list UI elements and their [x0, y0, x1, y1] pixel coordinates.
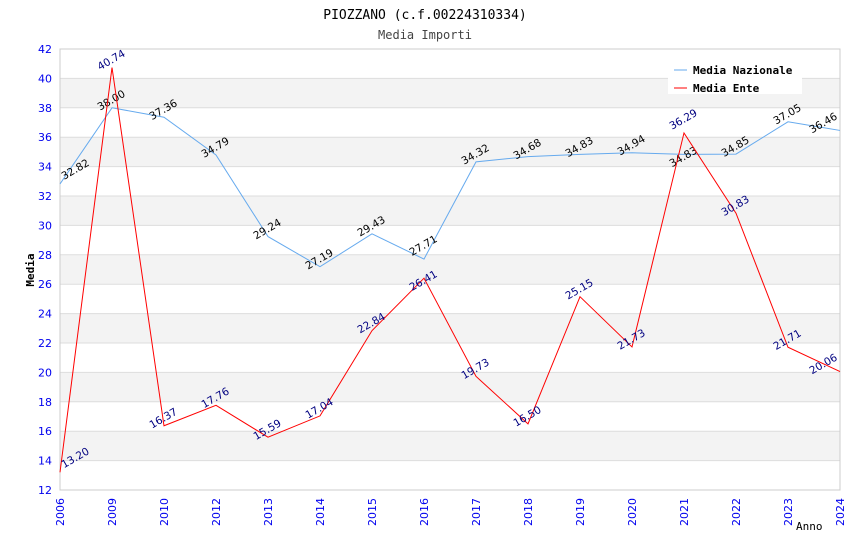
y-tick-label: 30: [38, 219, 52, 232]
x-tick-label: 2016: [418, 498, 431, 526]
x-tick-label: 2012: [210, 498, 223, 526]
y-tick-label: 22: [38, 337, 52, 350]
data-label: 16.37: [148, 406, 180, 431]
x-tick-label: 2010: [158, 498, 171, 526]
x-tick-label: 2009: [106, 498, 119, 526]
series-line: [59, 67, 841, 473]
y-tick-label: 18: [38, 396, 52, 409]
y-tick-label: 20: [38, 366, 52, 379]
y-tick-label: 12: [38, 484, 52, 497]
x-tick-label: 2017: [470, 498, 483, 526]
y-tick-label: 24: [38, 308, 52, 321]
legend-label: Media Ente: [693, 82, 760, 95]
x-axis-label: Anno: [796, 520, 823, 533]
x-tick-label: 2024: [834, 498, 847, 526]
data-label: 36.46: [808, 110, 840, 136]
grid-band: [60, 254, 840, 285]
x-tick-label: 2018: [522, 498, 535, 526]
legend: Media Nazionale Media Ente: [668, 56, 802, 95]
x-tick-label: 2021: [678, 498, 691, 526]
legend-label: Media Nazionale: [693, 64, 793, 77]
y-tick-label: 40: [38, 72, 52, 85]
y-tick-label: 42: [38, 43, 52, 56]
data-label: 36.29: [668, 107, 700, 132]
x-tick-label: 2022: [730, 498, 743, 526]
y-tick-label: 28: [38, 249, 52, 262]
y-tick-label: 14: [38, 455, 52, 468]
x-tick-label: 2015: [366, 498, 379, 526]
series-line: [59, 107, 841, 268]
x-tick-label: 2020: [626, 498, 639, 526]
chart-subtitle: Media Importi: [378, 28, 472, 42]
grid-band: [60, 137, 840, 167]
y-tick-label: 38: [38, 102, 52, 115]
chart-title: PIOZZANO (c.f.00224310334): [323, 8, 527, 23]
x-tick-label: 2014: [314, 498, 327, 526]
plot-area: [59, 48, 841, 491]
x-tick-label: 2019: [574, 498, 587, 526]
y-tick-label: 36: [38, 131, 52, 144]
data-label: 16.50: [512, 404, 544, 429]
x-tick-label: 2006: [54, 498, 67, 526]
x-tick-label: 2013: [262, 498, 275, 526]
y-tick-label: 34: [38, 161, 52, 174]
grid-band: [60, 372, 840, 402]
x-tick-label: 2023: [782, 498, 795, 526]
y-axis-label: Media: [24, 253, 37, 286]
y-tick-label: 32: [38, 190, 52, 203]
y-tick-label: 26: [38, 278, 52, 291]
grid-band: [60, 431, 840, 461]
y-tick-label: 16: [38, 425, 52, 438]
